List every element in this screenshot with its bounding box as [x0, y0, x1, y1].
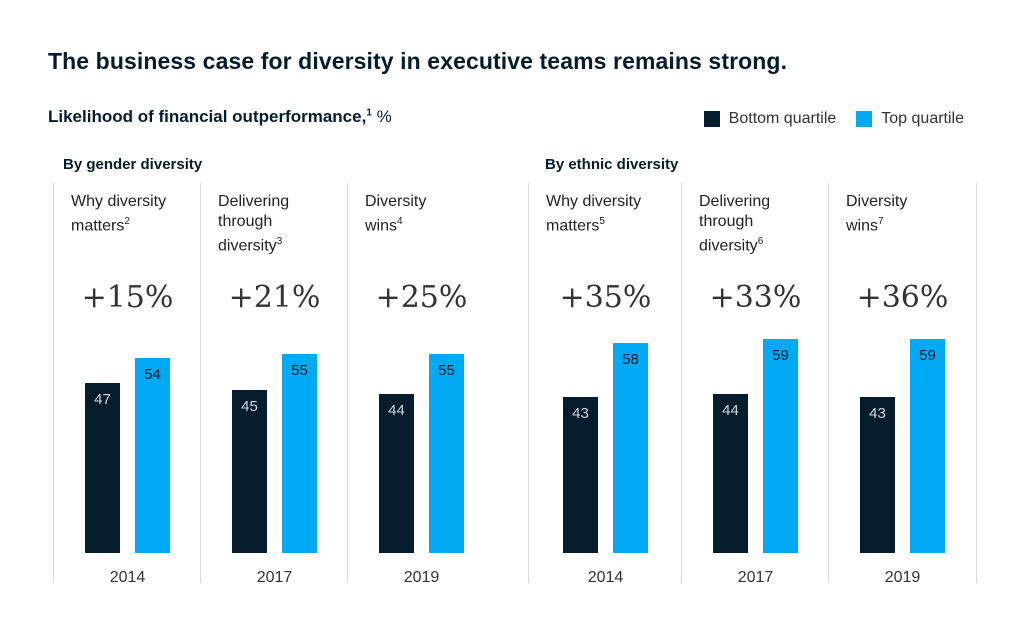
bar-value-label: 55: [438, 361, 455, 379]
difference-value: +21%: [228, 280, 321, 315]
bar-value-label: 44: [722, 401, 739, 419]
legend-swatch-top-quartile: [856, 111, 873, 127]
bar-top-quartile: 55: [429, 353, 464, 553]
panel-title-footnote: 3: [276, 236, 283, 247]
bar-bottom-quartile: 47: [85, 382, 120, 553]
panel-by-gender-diversity-2019: Diversity wins4 +25% 44 55 2019: [347, 183, 495, 586]
panel-title-footnote: 5: [599, 216, 605, 227]
legend-label-bottom-quartile: Bottom quartile: [728, 110, 837, 127]
group-label-by-ethnic-diversity: By ethnic diversity: [545, 156, 679, 173]
panel-title-footnote: 4: [397, 216, 403, 227]
panel-title: Why diversity matters2: [71, 193, 167, 235]
bar-value-label: 59: [919, 347, 936, 365]
panel-title-footnote: 7: [878, 216, 884, 227]
year-label: 2019: [884, 569, 921, 586]
subtitle-footnote: 1: [366, 107, 372, 119]
difference-value: +35%: [559, 280, 652, 315]
bar-value-label: 45: [241, 398, 258, 416]
legend-label-top-quartile: Top quartile: [881, 110, 964, 127]
bar-bottom-quartile: 43: [860, 397, 895, 553]
panel-by-ethnic-diversity-2019: Diversity wins7 +36% 43 59 2019: [828, 183, 977, 586]
panel-title: Diversity wins7: [846, 193, 908, 235]
bar-value-label: 59: [772, 347, 789, 365]
panel-by-gender-diversity-2014: Why diversity matters2 +15% 47 54 2014: [53, 183, 201, 586]
bar-value-label: 44: [388, 401, 405, 419]
panel-title-footnote: 6: [757, 236, 764, 247]
panel-title: Delivering through diversity6: [699, 193, 771, 255]
year-label: 2017: [737, 569, 774, 586]
chart-title: The business case for diversity in execu…: [48, 48, 788, 74]
group-label-by-gender-diversity: By gender diversity: [63, 156, 203, 173]
panel-by-ethnic-diversity-2014: Why diversity matters5 +35% 43 58 2014: [528, 183, 682, 586]
panel-title: Delivering through diversity3: [218, 193, 290, 255]
legend-item-bottom-quartile: Bottom quartile: [703, 110, 837, 128]
panel-title: Why diversity matters5: [546, 193, 642, 235]
panel-title: Diversity wins4: [365, 193, 427, 235]
legend: Bottom quartile Top quartile: [684, 110, 964, 128]
bar-value-label: 47: [94, 390, 111, 408]
bar-bottom-quartile: 44: [713, 393, 748, 553]
bar-top-quartile: 54: [135, 357, 170, 553]
year-label: 2014: [587, 569, 624, 586]
bar-top-quartile: 58: [613, 343, 648, 553]
panel-by-ethnic-diversity-2017: Delivering through diversity6 +33% 44 59 2017: [681, 183, 829, 586]
panel-by-gender-diversity-2017: Delivering through diversity3 +21% 45 55 2017: [200, 183, 348, 586]
panel-title-footnote: 2: [124, 216, 130, 227]
year-label: 2017: [256, 569, 293, 586]
difference-value: +33%: [709, 280, 802, 315]
bar-bottom-quartile: 43: [563, 397, 598, 553]
bar-bottom-quartile: 45: [232, 390, 267, 553]
legend-item-top-quartile: Top quartile: [856, 110, 964, 128]
difference-value: +36%: [856, 280, 949, 315]
difference-value: +15%: [81, 280, 174, 315]
legend-swatch-bottom-quartile: [703, 111, 720, 127]
bar-value-label: 43: [869, 405, 886, 423]
difference-value: +25%: [375, 280, 468, 315]
bar-top-quartile: 59: [763, 339, 798, 553]
bar-value-label: 43: [572, 405, 589, 423]
chart-subtitle: Likelihood of financial outperformance,1…: [48, 107, 392, 127]
bar-value-label: 55: [291, 361, 308, 379]
bar-top-quartile: 59: [910, 339, 945, 553]
bar-bottom-quartile: 44: [379, 393, 414, 553]
year-label: 2014: [109, 569, 146, 586]
year-label: 2019: [403, 569, 440, 586]
bar-top-quartile: 55: [282, 353, 317, 553]
subtitle-unit: %: [376, 107, 392, 126]
bar-value-label: 54: [144, 365, 161, 383]
subtitle-text: Likelihood of financial outperformance,: [48, 107, 367, 126]
bar-value-label: 58: [622, 351, 639, 369]
